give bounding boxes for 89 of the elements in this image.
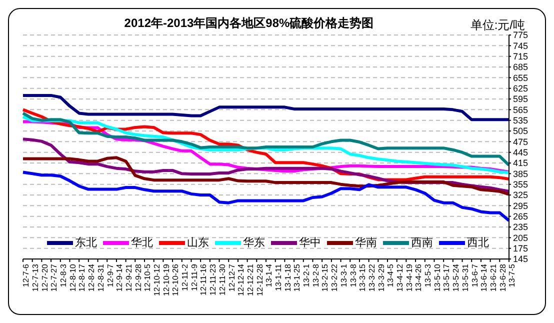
x-tick-label: 12-11-23 bbox=[208, 263, 218, 296]
x-tick-label: 13-2-8 bbox=[311, 263, 320, 288]
x-tick-label: 12-10-26 bbox=[171, 263, 180, 296]
x-tick-label: 13-2-22 bbox=[330, 263, 340, 292]
y-tick-label: 595 bbox=[513, 94, 528, 104]
x-tick-label: 12-12-7 bbox=[227, 263, 236, 292]
x-tick-label: 12-12-14 bbox=[236, 263, 246, 296]
y-tick-label: 505 bbox=[513, 126, 528, 136]
x-tick-label: 12-11-2 bbox=[180, 263, 190, 291]
x-tick-label: 12-8-17 bbox=[78, 263, 87, 292]
y-tick-label: 535 bbox=[513, 116, 528, 126]
x-tick-label: 12-10-5 bbox=[143, 263, 152, 292]
y-tick-label: 625 bbox=[513, 84, 528, 94]
y-tick-label: 145 bbox=[513, 254, 528, 264]
y-tick-label: 475 bbox=[513, 136, 528, 147]
x-tick-label: 13-6-14 bbox=[480, 263, 489, 292]
x-tick-label: 13-6-28 bbox=[498, 263, 508, 292]
x-tick-label: 12-7-13 bbox=[31, 263, 40, 292]
y-tick-label: 685 bbox=[513, 62, 528, 72]
x-tick-label: 12-9-14 bbox=[115, 263, 124, 292]
x-tick-label: 12-9-21 bbox=[124, 263, 134, 292]
x-tick-label: 13-1-11 bbox=[274, 263, 284, 291]
x-tick-label: 12-12-21 bbox=[246, 263, 255, 296]
y-tick-label: 385 bbox=[513, 168, 528, 179]
x-tick-label: 13-3-15 bbox=[358, 263, 368, 292]
x-tick-label: 12-9-7 bbox=[106, 263, 115, 288]
x-tick-label: 13-5-17 bbox=[442, 263, 452, 292]
x-tick-label: 13-4-26 bbox=[414, 263, 424, 292]
x-tick-label: 13-4-19 bbox=[404, 263, 414, 292]
x-tick-label: 12-8-31 bbox=[96, 263, 106, 292]
x-tick-label: 12-7-6 bbox=[22, 263, 31, 288]
legend-label: 华南 bbox=[354, 236, 377, 250]
x-tick-label: 12-8-24 bbox=[87, 263, 96, 292]
x-tick-label: 13-3-29 bbox=[376, 263, 386, 292]
x-tick-label: 12-11-16 bbox=[199, 263, 208, 296]
legend-label: 西南 bbox=[410, 236, 433, 250]
x-tick-label: 13-7-5 bbox=[508, 263, 517, 288]
x-tick-label: 12-9-28 bbox=[134, 263, 143, 292]
y-tick-label: 205 bbox=[513, 232, 528, 243]
legend-label: 华东 bbox=[242, 236, 265, 250]
line-series bbox=[22, 170, 510, 222]
y-tick-label: 295 bbox=[513, 200, 528, 211]
x-tick-label: 13-6-7 bbox=[470, 263, 480, 288]
y-tick-label: 565 bbox=[513, 104, 528, 115]
x-tick-label: 12-8-3 bbox=[59, 263, 68, 288]
legend-label: 东北 bbox=[74, 236, 97, 250]
legend-label: 华中 bbox=[298, 236, 321, 250]
y-tick-label: 325 bbox=[513, 190, 528, 200]
x-tick-label: 13-1-4 bbox=[264, 263, 274, 288]
legend-label: 西北 bbox=[466, 236, 489, 250]
x-tick-label: 12-7-27 bbox=[50, 263, 59, 292]
y-tick-label: 775 bbox=[513, 30, 528, 40]
x-tick-label: 13-5-3 bbox=[424, 263, 433, 288]
x-tick-label: 12-11-9 bbox=[190, 263, 199, 291]
x-tick-label: 13-1-25 bbox=[292, 263, 302, 292]
x-tick-label: 13-6-21 bbox=[488, 263, 498, 292]
x-tick-label: 13-3-8 bbox=[348, 263, 358, 288]
x-tick-label: 13-5-24 bbox=[452, 263, 461, 292]
x-tick-label: 13-4-12 bbox=[396, 263, 405, 292]
x-tick-label: 12-10-12 bbox=[152, 263, 162, 296]
x-tick-label: 13-3-1 bbox=[339, 263, 348, 288]
x-tick-label: 12-7-20 bbox=[40, 263, 50, 292]
x-tick-label: 13-3-22 bbox=[367, 263, 376, 292]
y-tick-label: 175 bbox=[513, 244, 528, 254]
x-tick-label: 13-5-31 bbox=[460, 263, 470, 292]
line-series bbox=[22, 156, 510, 196]
legend-label: 山东 bbox=[186, 236, 209, 250]
y-tick-label: 745 bbox=[513, 40, 528, 51]
y-tick-label: 415 bbox=[513, 158, 528, 168]
chart-title: 2012年-2013年国内各地区98%硫酸价格走势图 bbox=[124, 16, 374, 30]
x-tick-label: 12-10-19 bbox=[162, 263, 171, 296]
x-tick-label: 13-2-15 bbox=[320, 263, 330, 292]
x-tick-label: 12-11-30 bbox=[218, 263, 227, 296]
x-tick-label: 13-1-18 bbox=[283, 263, 292, 292]
y-tick-label: 355 bbox=[513, 180, 528, 190]
legend-label: 华北 bbox=[130, 236, 153, 250]
x-tick-label: 13-4-5 bbox=[386, 263, 396, 288]
x-tick-label: 12-12-28 bbox=[255, 263, 264, 296]
line-series bbox=[22, 94, 510, 122]
x-tick-label: 12-8-10 bbox=[68, 263, 78, 292]
y-tick-label: 655 bbox=[513, 72, 528, 83]
y-tick-label: 715 bbox=[513, 52, 528, 62]
x-tick-label: 13-5-10 bbox=[432, 263, 442, 292]
y-tick-label: 265 bbox=[513, 212, 528, 222]
line-series bbox=[22, 112, 510, 167]
y-tick-label: 235 bbox=[513, 222, 528, 232]
text: 单位:元/吨 bbox=[470, 17, 525, 32]
y-tick-label: 445 bbox=[513, 148, 528, 158]
x-tick-label: 13-2-1 bbox=[302, 263, 312, 288]
